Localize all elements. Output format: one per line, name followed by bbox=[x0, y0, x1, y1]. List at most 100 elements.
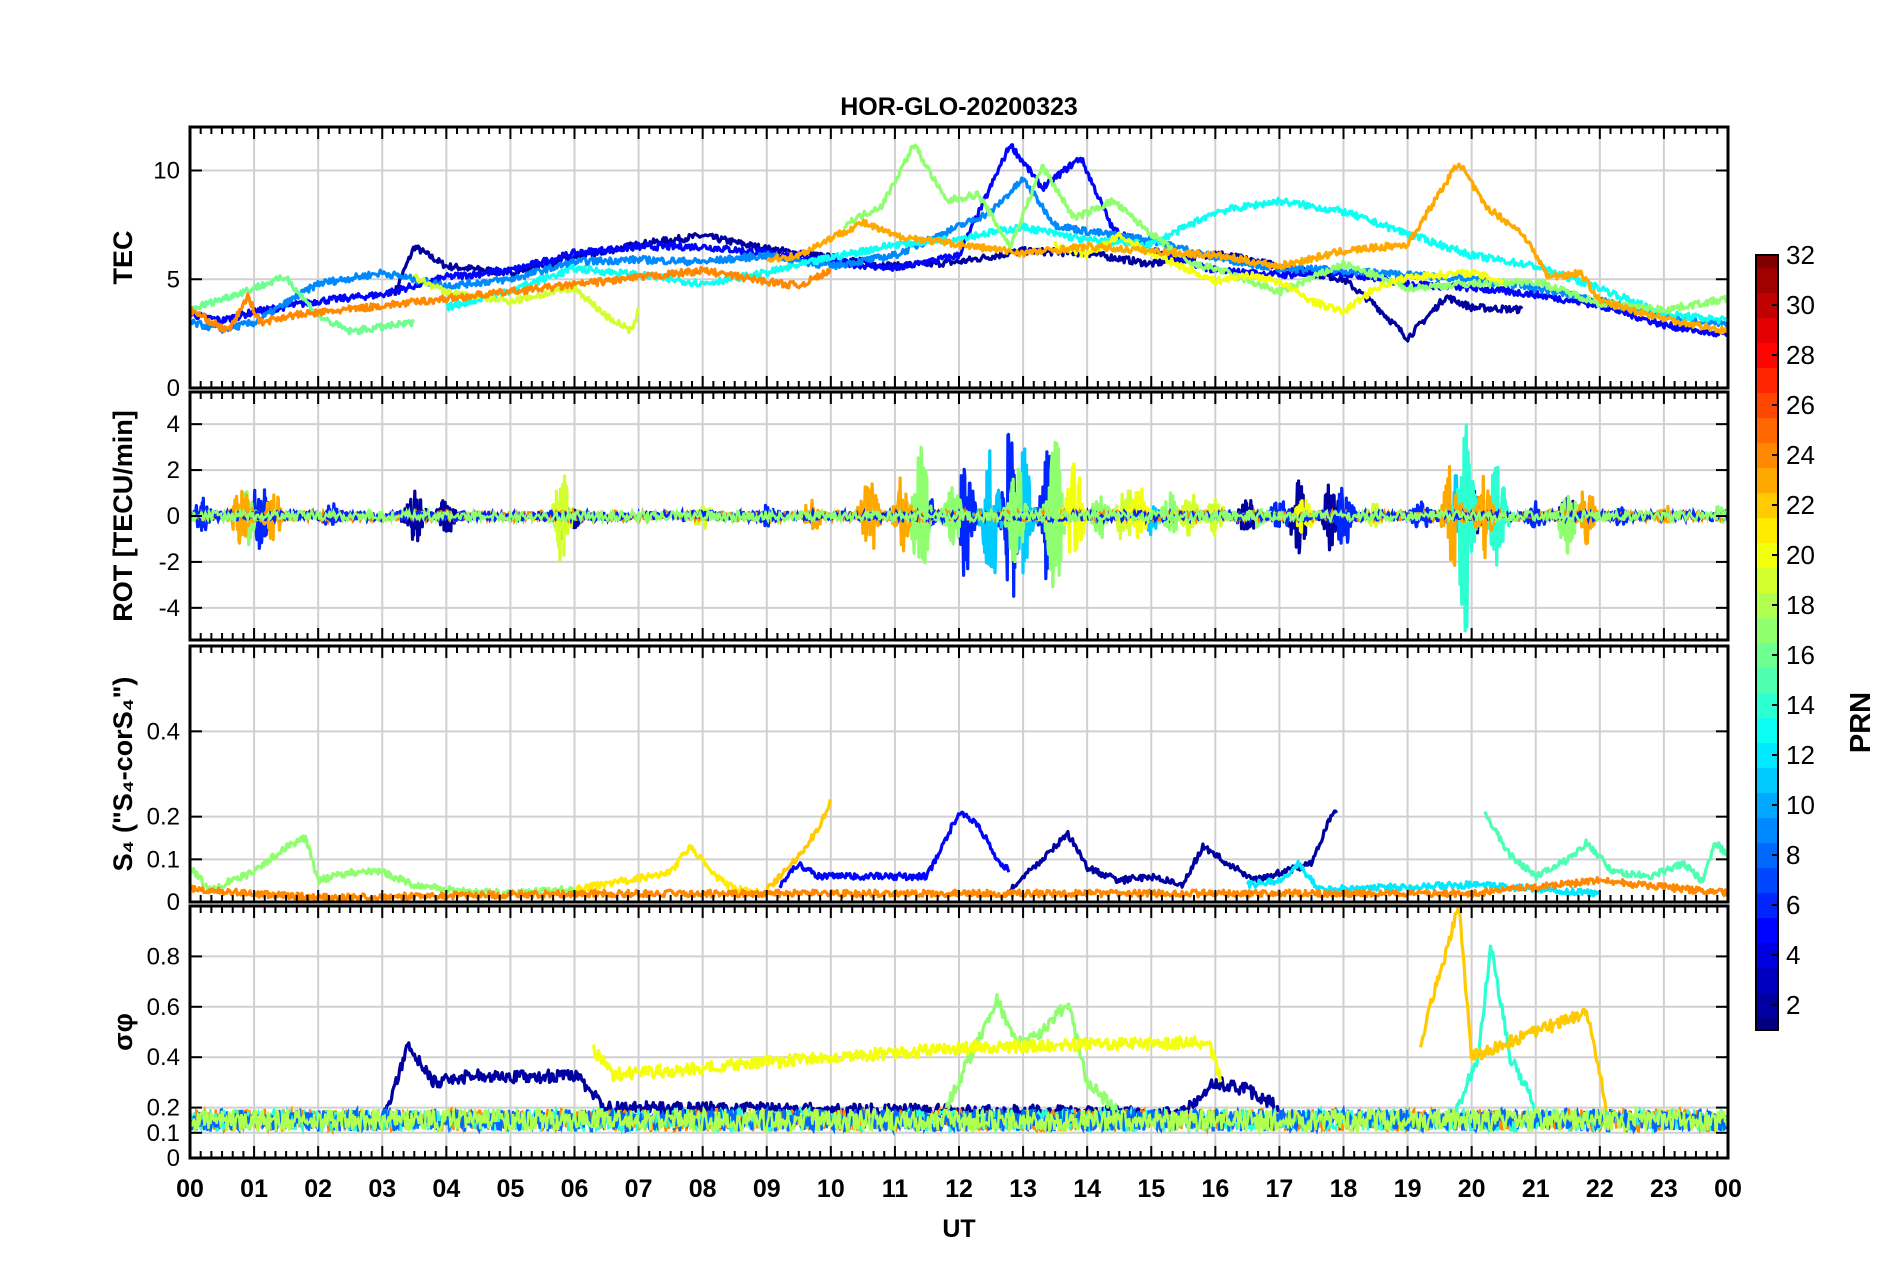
colorbar-segment-26 bbox=[1756, 392, 1778, 419]
y-tick-label: 0.4 bbox=[147, 718, 180, 745]
colorbar-segment-22 bbox=[1756, 492, 1778, 519]
colorbar-segment-20 bbox=[1756, 542, 1778, 569]
x-tick-label: 03 bbox=[368, 1175, 396, 1203]
colorbar-segment-21 bbox=[1756, 517, 1778, 544]
x-tick-label: 19 bbox=[1394, 1175, 1422, 1203]
series-prn-5 bbox=[778, 810, 1011, 889]
colorbar-segment-19 bbox=[1756, 567, 1778, 594]
colorbar-segment-27 bbox=[1756, 367, 1778, 394]
colorbar-segment-9 bbox=[1756, 817, 1778, 844]
y-axis-label-rot: ROT [TECU/min] bbox=[108, 410, 138, 621]
colorbar-tick-label: 14 bbox=[1786, 690, 1815, 720]
x-tick-label: 15 bbox=[1137, 1175, 1165, 1203]
series-group-rot bbox=[190, 423, 1728, 633]
series-prn-16 bbox=[190, 274, 415, 336]
y-tick-label: 5 bbox=[167, 266, 180, 293]
colorbar-tick-label: 6 bbox=[1786, 890, 1800, 920]
x-tick-label: 04 bbox=[432, 1175, 460, 1203]
series-prn-21 bbox=[573, 843, 768, 898]
series-group-sigma_phi bbox=[190, 906, 1728, 1137]
x-tick-label: 01 bbox=[240, 1175, 268, 1203]
x-tick-label: 10 bbox=[817, 1175, 845, 1203]
x-tick-label: 16 bbox=[1201, 1175, 1229, 1203]
series-band-18 bbox=[190, 1104, 1728, 1137]
colorbar-segment-1 bbox=[1756, 1017, 1778, 1031]
x-tick-label: 00 bbox=[1714, 1175, 1742, 1203]
colorbar-tick-label: 10 bbox=[1786, 790, 1815, 820]
series-prn-22 bbox=[765, 799, 832, 891]
x-tick-label: 09 bbox=[753, 1175, 781, 1203]
colorbar-segment-25 bbox=[1756, 417, 1778, 444]
series-prn-14 bbox=[1450, 944, 1537, 1123]
y-tick-label: 0.2 bbox=[147, 1095, 180, 1122]
y-tick-label: 2 bbox=[167, 457, 180, 484]
x-axis-label: UT bbox=[942, 1215, 975, 1243]
x-tick-label: 14 bbox=[1073, 1175, 1101, 1203]
colorbar-segment-16 bbox=[1756, 642, 1778, 669]
colorbar-segment-30 bbox=[1756, 292, 1778, 319]
y-axis-label-sigma_phi: σφ bbox=[108, 1013, 138, 1051]
x-tick-label: 02 bbox=[304, 1175, 332, 1203]
series-baseline-2 bbox=[190, 506, 1728, 526]
x-tick-label: 07 bbox=[625, 1175, 653, 1203]
colorbar-segment-6 bbox=[1756, 892, 1778, 919]
colorbar-frame bbox=[1755, 254, 1779, 1031]
series-prn-17 bbox=[944, 993, 1120, 1116]
x-tick-label: 23 bbox=[1650, 1175, 1678, 1203]
colorbar-segment-28 bbox=[1756, 342, 1778, 369]
x-tick-label: 21 bbox=[1522, 1175, 1550, 1203]
y-tick-label: 4 bbox=[167, 411, 180, 438]
colorbar-segment-31 bbox=[1756, 267, 1778, 294]
colorbar-segment-14 bbox=[1756, 692, 1778, 719]
x-tick-label: 11 bbox=[882, 1175, 909, 1203]
colorbar-segment-18 bbox=[1756, 592, 1778, 619]
colorbar-segment-8 bbox=[1756, 842, 1778, 869]
colorbar-tick-label: 30 bbox=[1786, 290, 1815, 320]
series-prn-20 bbox=[1053, 231, 1505, 317]
colorbar-label: PRN bbox=[1845, 692, 1877, 753]
x-tick-label: 00 bbox=[176, 1175, 204, 1203]
series-prn-15 bbox=[1483, 811, 1728, 884]
series-prn-9 bbox=[190, 176, 1728, 334]
colorbar-segment-23 bbox=[1756, 467, 1778, 494]
chart-title: HOR-GLO-20200323 bbox=[840, 93, 1078, 121]
x-tick-label: 12 bbox=[945, 1175, 973, 1203]
colorbar-tick-label: 18 bbox=[1786, 590, 1815, 620]
y-tick-label: 0 bbox=[167, 889, 180, 916]
colorbar-segment-15 bbox=[1756, 667, 1778, 694]
series-prn-2 bbox=[1008, 809, 1339, 893]
colorbar-tick-label: 4 bbox=[1786, 940, 1800, 970]
colorbar-segment-10 bbox=[1756, 792, 1778, 819]
series-group-tec bbox=[190, 143, 1728, 343]
colorbar-segment-3 bbox=[1756, 967, 1778, 994]
panel-s4: 0 0.1 0.2 0.4 S₄ ("S₄-corS₄") bbox=[108, 644, 1730, 916]
y-tick-label: -2 bbox=[159, 549, 180, 576]
colorbar-segment-5 bbox=[1756, 917, 1778, 944]
series-prn-22 bbox=[1418, 906, 1608, 1113]
panel-rot: -4 -2 0 2 4 ROT [TECU/min] bbox=[108, 390, 1730, 642]
y-tick-label: 10 bbox=[153, 158, 180, 185]
colorbar-tick-label: 2 bbox=[1786, 990, 1800, 1020]
series-prn-17 bbox=[842, 143, 1728, 314]
series-prn-5 bbox=[190, 143, 1728, 338]
colorbar-tick-label: 8 bbox=[1786, 840, 1800, 870]
x-tick-label: 08 bbox=[689, 1175, 717, 1203]
colorbar-segment-4 bbox=[1756, 942, 1778, 969]
colorbar-tick-label: 32 bbox=[1786, 240, 1815, 270]
y-tick-label: 0.6 bbox=[147, 994, 180, 1021]
colorbar-segment-13 bbox=[1756, 717, 1778, 744]
colorbar-segment-24 bbox=[1756, 442, 1778, 469]
y-tick-label: -4 bbox=[159, 595, 180, 622]
y-tick-label: 0.4 bbox=[147, 1044, 180, 1071]
colorbar-tick-label: 12 bbox=[1786, 740, 1815, 770]
colorbar-segment-12 bbox=[1756, 742, 1778, 769]
x-tick-label: 17 bbox=[1266, 1175, 1294, 1203]
colorbar-tick-label: 16 bbox=[1786, 640, 1815, 670]
panel-tec: 0 5 10 TEC bbox=[108, 125, 1730, 402]
x-tick-label: 22 bbox=[1586, 1175, 1614, 1203]
colorbar-segment-7 bbox=[1756, 867, 1778, 894]
y-tick-label: 0 bbox=[167, 503, 180, 530]
series-prn-20 bbox=[592, 1035, 1223, 1083]
